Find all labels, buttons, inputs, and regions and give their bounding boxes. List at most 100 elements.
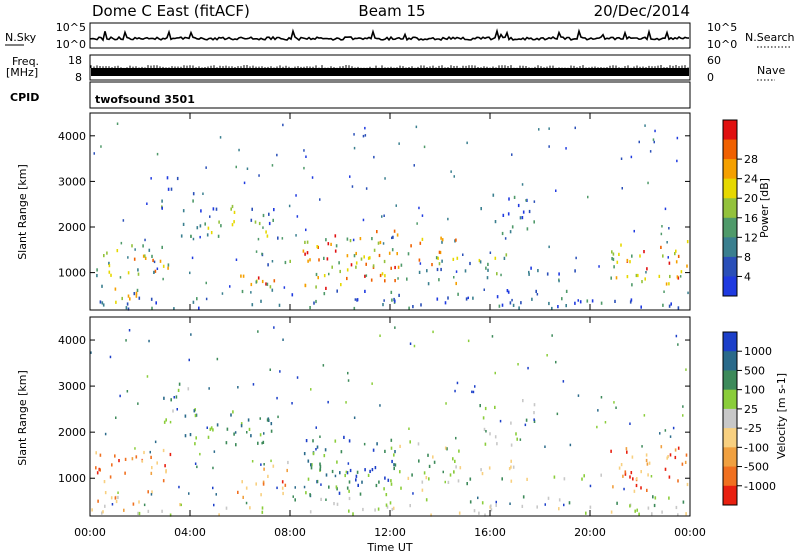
range-cell xyxy=(148,339,150,343)
range-cell xyxy=(419,262,422,265)
range-cell xyxy=(242,495,244,499)
range-cell xyxy=(132,502,135,506)
range-cell xyxy=(260,299,262,303)
range-cell xyxy=(662,254,664,258)
range-cell xyxy=(182,209,185,213)
colorbar-swatch xyxy=(723,351,737,371)
range-cell xyxy=(196,465,198,469)
range-cell xyxy=(613,265,615,269)
colorbar-swatch xyxy=(723,428,737,448)
range-cell xyxy=(346,276,348,281)
nsearch-tick-bottom: 10^0 xyxy=(707,38,737,51)
range-cell xyxy=(409,440,411,444)
range-cell xyxy=(349,468,352,473)
power-colorbar-label: Power [dB] xyxy=(758,178,771,238)
range-cell xyxy=(179,503,181,507)
range-cell xyxy=(379,273,382,278)
range-cell xyxy=(663,290,665,293)
range-cell xyxy=(456,381,459,385)
range-cell xyxy=(360,257,363,261)
nsky-label: N.Sky xyxy=(5,31,37,44)
range-cell xyxy=(452,457,454,461)
range-cell xyxy=(335,244,338,248)
range-cell xyxy=(420,303,422,307)
range-cell xyxy=(254,220,257,224)
range-cell xyxy=(394,326,396,329)
range-cell xyxy=(345,401,347,404)
range-cell xyxy=(344,473,346,478)
range-cell xyxy=(524,423,527,427)
velocity-colorbar-label: Velocity [m s-1] xyxy=(775,373,788,459)
range-cell xyxy=(521,504,524,508)
radar-title: Dome C East (fitACF) xyxy=(92,2,250,20)
range-cell xyxy=(364,289,366,293)
range-cell xyxy=(163,396,165,400)
range-cell xyxy=(309,493,311,497)
range-cell xyxy=(101,284,103,288)
range-cell xyxy=(501,303,504,307)
range-cell xyxy=(614,299,616,303)
range-cell xyxy=(246,167,249,170)
range-cell xyxy=(483,427,486,431)
range-cell xyxy=(630,155,633,159)
range-cell xyxy=(346,268,349,272)
range-cell xyxy=(269,285,272,289)
range-cell xyxy=(178,485,180,489)
range-cell xyxy=(668,304,671,308)
range-cell xyxy=(382,242,385,245)
range-cell xyxy=(624,470,627,474)
range-cell xyxy=(558,498,561,502)
x-tick-label: 00:00 xyxy=(74,526,106,539)
range-cell xyxy=(647,181,649,185)
range-cell xyxy=(161,206,163,210)
range-cell xyxy=(194,442,196,446)
range-cell xyxy=(391,459,393,464)
range-cell xyxy=(192,192,195,196)
range-cell xyxy=(418,206,420,210)
range-cell xyxy=(371,237,373,241)
range-cell xyxy=(416,222,418,225)
range-cell xyxy=(251,207,253,211)
range-cell xyxy=(142,254,145,258)
range-cell xyxy=(249,506,251,510)
range-cell xyxy=(677,306,680,310)
colorbar-swatch xyxy=(723,485,737,506)
range-cell xyxy=(226,427,229,431)
range-cell xyxy=(124,471,126,475)
range-cell xyxy=(216,423,219,427)
range-cell xyxy=(411,473,413,477)
range-cell xyxy=(266,282,269,286)
range-cell xyxy=(558,272,560,276)
range-cell xyxy=(319,198,321,201)
range-cell xyxy=(645,271,647,274)
range-cell xyxy=(282,123,284,127)
range-cell xyxy=(333,502,335,506)
range-cell xyxy=(109,475,112,479)
range-cell xyxy=(616,501,618,505)
range-cell xyxy=(511,225,514,229)
power-heatmap-data xyxy=(93,122,689,311)
range-cell xyxy=(650,475,653,478)
range-cell xyxy=(331,265,333,269)
range-cell xyxy=(266,418,269,422)
range-cell xyxy=(423,471,426,475)
range-cell xyxy=(631,254,633,258)
range-cell xyxy=(261,510,264,514)
range-cell xyxy=(675,249,677,253)
range-cell xyxy=(118,459,120,463)
range-cell xyxy=(667,455,669,459)
range-cell xyxy=(292,495,294,498)
range-cell xyxy=(235,443,237,447)
range-cell xyxy=(466,141,468,145)
range-cell xyxy=(440,267,442,272)
colorbar-swatch xyxy=(723,178,737,199)
range-cell xyxy=(334,234,337,238)
range-cell xyxy=(103,480,106,484)
range-cell xyxy=(271,288,274,292)
cpid-strip-frame xyxy=(89,81,691,109)
range-cell xyxy=(394,450,396,454)
range-cell xyxy=(144,238,146,242)
range-cell xyxy=(262,213,265,218)
range-cell xyxy=(417,442,420,446)
range-cell xyxy=(464,269,467,273)
